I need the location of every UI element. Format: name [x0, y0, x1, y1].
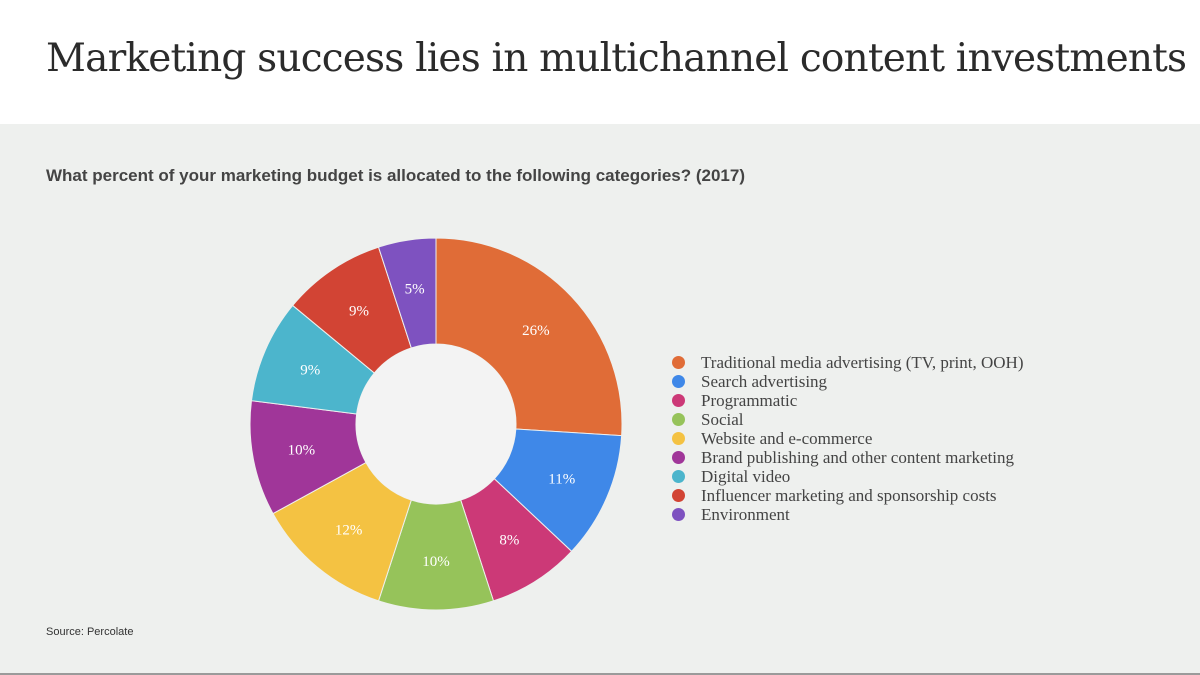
legend-swatch [672, 489, 685, 502]
slice-label-3: 10% [422, 554, 450, 570]
legend-item: Search advertising [672, 372, 1024, 391]
legend-swatch [672, 451, 685, 464]
legend-item: Digital video [672, 467, 1024, 486]
legend-label: Traditional media advertising (TV, print… [701, 352, 1024, 372]
slice-label-4: 12% [335, 523, 363, 539]
legend-label: Digital video [701, 466, 791, 486]
legend-label: Search advertising [701, 371, 828, 391]
slice-label-2: 8% [499, 533, 519, 549]
legend-swatch [672, 413, 685, 426]
legend-label: Influencer marketing and sponsorship cos… [701, 485, 997, 505]
legend-swatch [672, 394, 685, 407]
legend-item: Traditional media advertising (TV, print… [672, 353, 1024, 372]
slice-label-8: 5% [405, 282, 425, 298]
slice-label-6: 9% [300, 363, 320, 379]
page-title: Marketing success lies in multichannel c… [46, 36, 1187, 81]
slice-label-7: 9% [349, 304, 369, 320]
legend-label: Programmatic [701, 390, 798, 410]
legend-label: Brand publishing and other content marke… [701, 447, 1015, 467]
legend-swatch [672, 432, 685, 445]
legend-item: Influencer marketing and sponsorship cos… [672, 486, 1024, 505]
slice-label-0: 26% [522, 323, 550, 339]
header: Marketing success lies in multichannel c… [0, 0, 1200, 124]
legend-item: Social [672, 410, 1024, 429]
slice-label-5: 10% [288, 443, 316, 459]
chart-panel: What percent of your marketing budget is… [0, 124, 1200, 675]
chart-legend: Traditional media advertising (TV, print… [672, 353, 1024, 524]
legend-swatch [672, 508, 685, 521]
legend-label: Social [701, 409, 744, 429]
legend-item: Brand publishing and other content marke… [672, 448, 1024, 467]
slice-label-1: 11% [548, 471, 575, 487]
legend-swatch [672, 375, 685, 388]
donut-chart: 26% 11% 8% 10% 12% 10% 9% 9% 5% [249, 237, 623, 611]
chart-question: What percent of your marketing budget is… [46, 166, 745, 185]
legend-label: Environment [701, 504, 790, 524]
donut-hole [356, 344, 516, 504]
source-note: Source: Percolate [46, 626, 134, 638]
legend-item: Website and e-commerce [672, 429, 1024, 448]
legend-label: Website and e-commerce [701, 428, 873, 448]
legend-swatch [672, 470, 685, 483]
bottom-divider [0, 673, 1200, 675]
legend-item: Environment [672, 505, 1024, 524]
legend-item: Programmatic [672, 391, 1024, 410]
legend-swatch [672, 356, 685, 369]
